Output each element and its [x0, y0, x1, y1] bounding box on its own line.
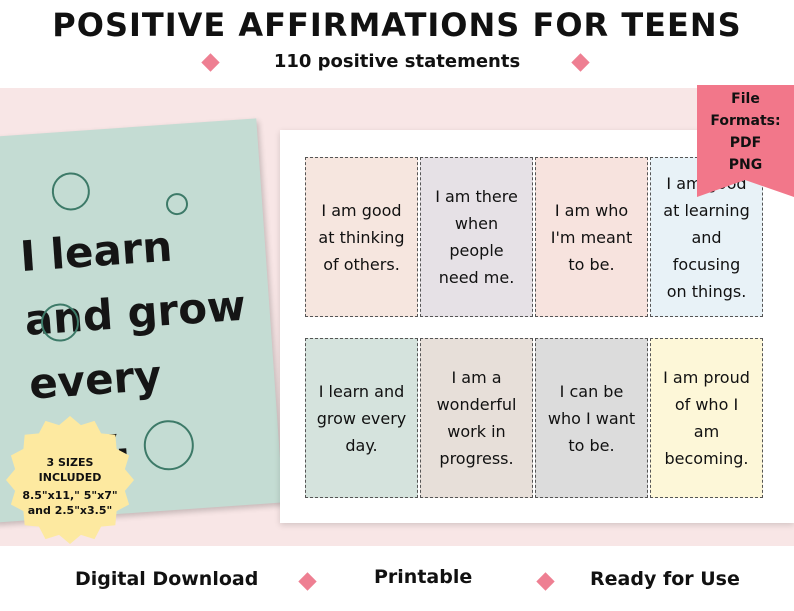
- format: PDF: [729, 135, 762, 151]
- affirmation-card: I am a wonderful work in progress.: [420, 338, 533, 498]
- affirmation-card: I can be who I want to be.: [535, 338, 648, 498]
- formats-label: File Formats:: [710, 91, 781, 129]
- affirmation-card: I am there when people need me.: [420, 157, 533, 317]
- formats-tag: [697, 85, 794, 197]
- feature: Printable: [374, 566, 473, 588]
- badge: 3 SIZES INCLUDED 8.5"x11," 5"x7" and 2.5…: [15, 455, 125, 518]
- affirmation-card: I am proud of who I am becoming.: [650, 338, 763, 498]
- title: POSITIVE AFFIRMATIONS FOR TEENS: [52, 6, 742, 44]
- format: PNG: [728, 157, 763, 173]
- poster: I learn and grow every day.: [0, 118, 284, 523]
- feature: Ready for Use: [590, 568, 740, 590]
- header: POSITIVE AFFIRMATIONS FOR TEENS 110 posi…: [0, 0, 794, 88]
- circles: [40, 172, 194, 471]
- badge-sizes: 8.5"x11," 5"x7" and 2.5"x3.5": [22, 489, 118, 517]
- formats: File Formats: PDF PNG: [697, 88, 794, 176]
- affirmation-card: I learn and grow every day.: [305, 338, 418, 498]
- footer: [0, 546, 794, 611]
- affirmation-card: I am who I'm meant to be.: [535, 157, 648, 317]
- affirmation-card: I am good at thinking of others.: [305, 157, 418, 317]
- badge-title: 3 SIZES INCLUDED: [38, 456, 102, 484]
- badge-shape: [6, 416, 134, 544]
- feature: Digital Download: [75, 568, 259, 590]
- subtitle: 110 positive statements: [273, 51, 521, 72]
